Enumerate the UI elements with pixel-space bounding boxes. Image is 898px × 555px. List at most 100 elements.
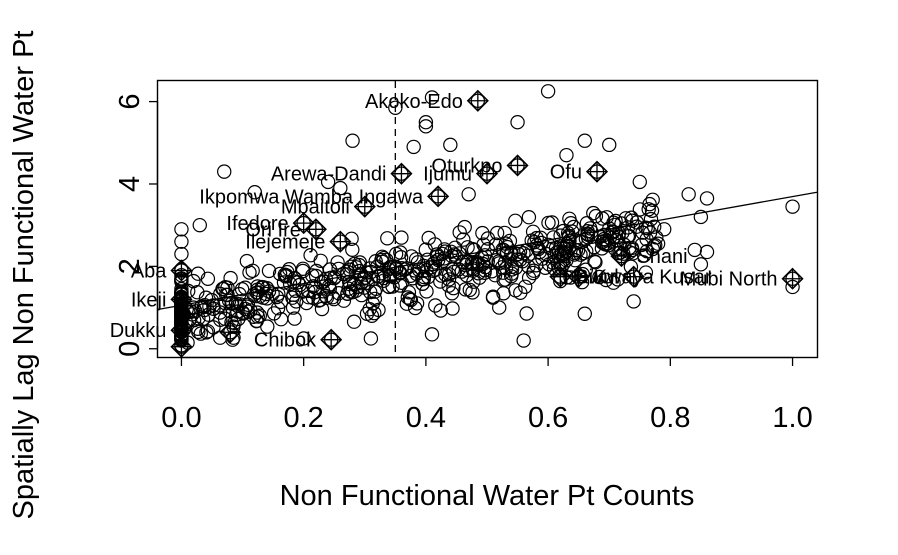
data-point bbox=[444, 286, 460, 301]
influential-point bbox=[357, 199, 372, 214]
data-point bbox=[606, 275, 621, 290]
y-axis: 0 2 4 6 bbox=[114, 94, 159, 357]
data-point bbox=[583, 221, 598, 236]
point-label: Ofu bbox=[550, 162, 582, 184]
data-point bbox=[403, 268, 418, 283]
influential-point bbox=[333, 234, 348, 249]
point-label: Akoko-Edo bbox=[365, 91, 463, 113]
influential-marker bbox=[353, 195, 376, 218]
data-point bbox=[540, 84, 556, 99]
data-point bbox=[190, 266, 206, 281]
data-point bbox=[460, 240, 475, 255]
data-point bbox=[345, 133, 360, 148]
data-point bbox=[621, 228, 637, 244]
data-point bbox=[632, 202, 648, 217]
influential-marker bbox=[219, 321, 242, 344]
data-point bbox=[296, 331, 311, 346]
data-point bbox=[402, 291, 418, 307]
influential-point bbox=[430, 189, 446, 204]
data-point bbox=[345, 242, 360, 257]
data-point bbox=[232, 297, 248, 312]
data-point bbox=[336, 266, 351, 282]
data-point bbox=[242, 265, 257, 280]
data-point bbox=[443, 137, 458, 153]
data-point bbox=[401, 285, 417, 300]
data-point bbox=[644, 203, 660, 218]
influential-point bbox=[479, 166, 495, 181]
data-point bbox=[367, 305, 382, 321]
influential-point bbox=[174, 292, 189, 307]
data-point bbox=[186, 300, 201, 315]
data-point bbox=[602, 137, 617, 153]
influential-point bbox=[553, 255, 568, 270]
data-point bbox=[190, 285, 205, 300]
data-point bbox=[186, 273, 201, 289]
influential-marker bbox=[329, 230, 352, 253]
influential-point bbox=[323, 332, 339, 347]
data-point bbox=[359, 265, 374, 280]
data-point bbox=[370, 259, 385, 274]
data-point bbox=[342, 274, 357, 290]
data-point bbox=[470, 256, 485, 271]
influential-marker bbox=[567, 265, 590, 288]
influential-point bbox=[614, 248, 629, 264]
data-point bbox=[632, 174, 647, 190]
data-point bbox=[625, 213, 640, 228]
data-point bbox=[303, 247, 318, 263]
data-point bbox=[529, 230, 544, 246]
data-point bbox=[276, 275, 292, 290]
data-point bbox=[252, 308, 267, 323]
data-point bbox=[216, 281, 231, 297]
data-point bbox=[561, 228, 576, 244]
data-point bbox=[217, 164, 232, 179]
data-point bbox=[394, 275, 410, 290]
data-point bbox=[174, 222, 189, 237]
data-point bbox=[392, 265, 408, 280]
data-point bbox=[270, 301, 286, 316]
influential-point bbox=[785, 271, 800, 286]
data-point bbox=[485, 290, 501, 305]
data-point bbox=[343, 284, 358, 299]
point-label: Ifedore bbox=[226, 213, 288, 235]
data-point bbox=[322, 262, 338, 277]
data-point bbox=[452, 225, 467, 240]
data-point bbox=[480, 241, 495, 257]
data-point bbox=[388, 100, 403, 115]
data-point bbox=[575, 266, 590, 282]
influential-point bbox=[510, 158, 525, 173]
data-point bbox=[496, 265, 511, 280]
data-point bbox=[192, 217, 207, 233]
data-point bbox=[618, 211, 634, 226]
data-point bbox=[223, 270, 238, 286]
influential-point bbox=[296, 215, 311, 231]
data-point bbox=[234, 282, 250, 297]
data-point bbox=[462, 282, 477, 298]
data-point bbox=[610, 272, 626, 287]
data-point bbox=[608, 213, 623, 229]
data-point bbox=[269, 289, 285, 305]
data-point bbox=[352, 257, 367, 273]
data-point bbox=[577, 306, 592, 321]
point-label: Arewa-Dandi bbox=[271, 164, 387, 186]
data-point bbox=[307, 284, 323, 300]
y-tick-label: 0 bbox=[114, 341, 146, 357]
influential-point bbox=[174, 263, 189, 278]
data-point bbox=[418, 114, 434, 130]
data-point bbox=[286, 287, 301, 302]
data-point bbox=[308, 280, 323, 295]
data-point bbox=[498, 261, 514, 276]
data-point bbox=[488, 237, 504, 252]
point-label: Ikpomwa Wamba Ingawa bbox=[199, 186, 424, 208]
data-point bbox=[556, 240, 571, 255]
data-point bbox=[428, 298, 443, 313]
data-point bbox=[687, 242, 702, 258]
data-point bbox=[500, 239, 515, 255]
data-point bbox=[492, 300, 507, 315]
x-axis-label: Non Functional Water Pt Counts bbox=[280, 480, 695, 512]
data-point bbox=[458, 257, 473, 273]
data-point bbox=[380, 231, 395, 246]
data-point bbox=[532, 244, 548, 260]
data-point bbox=[224, 315, 239, 330]
data-point bbox=[489, 253, 504, 268]
